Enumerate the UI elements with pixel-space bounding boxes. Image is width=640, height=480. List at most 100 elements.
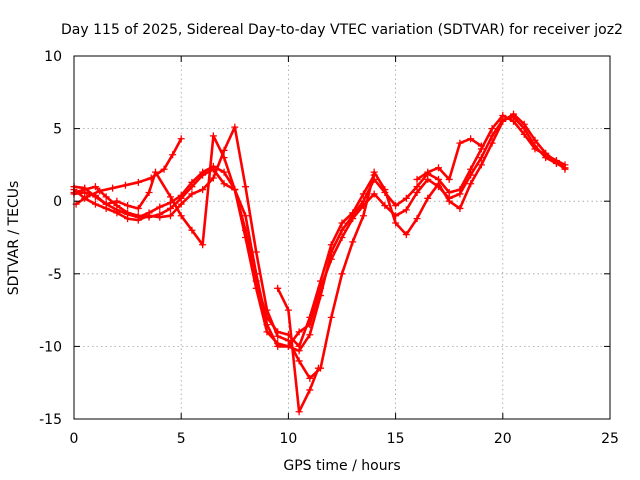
series-2-point xyxy=(220,168,228,176)
series-4-point xyxy=(145,188,153,196)
series-3-point xyxy=(402,231,410,239)
series-3-point xyxy=(392,219,400,227)
series-3-point xyxy=(456,204,464,212)
series-3-point xyxy=(327,313,335,321)
series-2-point xyxy=(274,339,282,347)
series-1-point xyxy=(295,328,303,336)
series-3-point xyxy=(209,174,217,182)
series-5-point xyxy=(134,178,142,186)
series-2-point xyxy=(177,191,185,199)
series-3-point xyxy=(156,213,164,221)
series-4-point xyxy=(327,241,335,249)
series-3-point xyxy=(520,120,528,128)
series-3-point xyxy=(242,183,250,191)
x-tick-label: 25 xyxy=(601,431,619,447)
series-5-point xyxy=(147,174,155,182)
y-tick-label: 5 xyxy=(53,122,62,138)
series-5-line xyxy=(74,137,183,206)
series-5-point xyxy=(160,165,168,173)
series-4-point xyxy=(113,197,121,205)
series-3-point xyxy=(542,149,550,157)
series-2-point xyxy=(467,165,475,173)
series-7-point xyxy=(424,168,432,176)
series-1-point xyxy=(242,212,250,220)
x-tick-label: 20 xyxy=(494,431,512,447)
series-3-point xyxy=(91,200,99,208)
x-axis-label: GPS time / hours xyxy=(283,458,400,474)
series-2-point xyxy=(306,331,314,339)
series-1-point xyxy=(91,183,99,191)
axis-ticks: 0 5 10 15 20 25 -15 -10 -5 0 5 10 xyxy=(39,49,619,447)
series-2-point xyxy=(445,188,453,196)
chart-title: Day 115 of 2025, Sidereal Day-to-day VTE… xyxy=(61,22,623,38)
y-tick-label: -15 xyxy=(39,412,62,428)
series-3-point xyxy=(231,123,239,131)
series-layer xyxy=(70,110,569,416)
y-tick-label: -5 xyxy=(48,267,62,283)
series-1-point xyxy=(370,190,378,198)
series-4-point xyxy=(81,184,89,192)
series-4-point xyxy=(231,186,239,194)
series-3-point xyxy=(467,180,475,188)
series-4-point xyxy=(306,313,314,321)
series-5-point xyxy=(169,151,177,159)
series-3-point xyxy=(510,110,518,118)
series-3-point xyxy=(145,212,153,220)
series-4-point xyxy=(359,190,367,198)
series-3-point xyxy=(188,190,196,198)
series-7-point xyxy=(477,142,485,150)
series-1-point xyxy=(220,180,228,188)
series-2-point xyxy=(488,125,496,133)
series-2-point xyxy=(510,117,518,125)
series-2-point xyxy=(402,194,410,202)
series-4-point xyxy=(317,277,325,285)
y-tick-label: 10 xyxy=(44,49,62,65)
series-3-point xyxy=(424,194,432,202)
series-4-point xyxy=(209,132,217,140)
y-tick-label: -10 xyxy=(39,339,62,355)
series-3-point xyxy=(413,215,421,223)
x-tick-label: 15 xyxy=(387,431,405,447)
series-4-point xyxy=(166,193,174,201)
series-2-point xyxy=(156,203,164,211)
series-5-point xyxy=(177,135,185,143)
series-3-point xyxy=(552,158,560,166)
series-3-point xyxy=(531,136,539,144)
series-3-point xyxy=(488,139,496,147)
x-tick-label: 0 xyxy=(70,431,79,447)
series-3-point xyxy=(338,270,346,278)
series-4-point xyxy=(242,226,250,234)
series-7-point xyxy=(467,135,475,143)
series-3-point xyxy=(306,374,314,382)
series-6-point xyxy=(306,386,314,394)
series-7-point xyxy=(413,175,421,183)
series-2-point xyxy=(199,168,207,176)
series-4-point xyxy=(263,313,271,321)
series-4-point xyxy=(252,277,260,285)
series-7-point xyxy=(456,139,464,147)
y-axis-label: SDTVAR / TECUs xyxy=(6,181,22,296)
x-tick-label: 5 xyxy=(177,431,186,447)
series-4-point xyxy=(338,219,346,227)
series-4-point xyxy=(188,226,196,234)
series-2-point xyxy=(317,292,325,300)
series-3-point xyxy=(434,180,442,188)
series-4-point xyxy=(370,171,378,179)
series-1-point xyxy=(381,202,389,210)
series-4-point xyxy=(295,342,303,350)
series-6-point xyxy=(314,364,322,372)
series-5-point xyxy=(121,181,129,189)
series-3-point xyxy=(349,238,357,246)
series-3-point xyxy=(177,200,185,208)
series-2-point xyxy=(520,130,528,138)
x-tick-label: 10 xyxy=(279,431,297,447)
series-3-point xyxy=(477,161,485,169)
plot-frame xyxy=(73,55,611,420)
series-2-point xyxy=(413,183,421,191)
series-5-point xyxy=(83,193,91,201)
series-3-point xyxy=(381,186,389,194)
series-6-point xyxy=(284,306,292,314)
series-3-point xyxy=(124,215,132,223)
series-3-point xyxy=(252,248,260,256)
